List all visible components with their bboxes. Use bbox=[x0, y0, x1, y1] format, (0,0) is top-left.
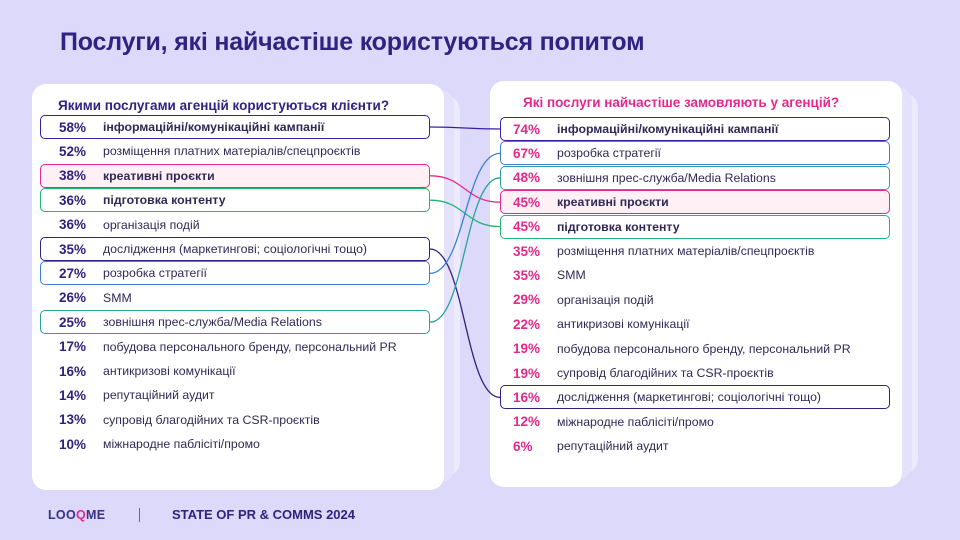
report-title: STATE OF PR & COMMS 2024 bbox=[172, 507, 355, 522]
clients-order-row-4: 45% креативні проєкти bbox=[500, 190, 890, 215]
service-label: дослідження (маркетингові; соціологічні … bbox=[103, 242, 368, 256]
service-label: дослідження (маркетингові; соціологічні … bbox=[557, 390, 822, 405]
clients-order-row-8: 29% організація подій bbox=[513, 288, 654, 312]
percent-value: 16% bbox=[513, 389, 541, 405]
clients-use-title: Якими послугами агенцій користуються клі… bbox=[58, 98, 390, 113]
clients-order-card: Які послуги найчастіше замовляють у аген… bbox=[490, 81, 902, 487]
clients-use-row-8: 26% SMM bbox=[59, 286, 132, 310]
service-label: міжнародне паблісіті/промо bbox=[103, 437, 260, 452]
clients-use-card: Якими послугами агенцій користуються клі… bbox=[32, 84, 444, 490]
clients-use-row-7: 27% розробка стратегії bbox=[40, 261, 430, 286]
looqme-logo: LOOQME bbox=[48, 508, 106, 522]
clients-use-row-5: 36% організація подій bbox=[59, 213, 200, 237]
service-label: розробка стратегії bbox=[103, 266, 207, 281]
percent-value: 12% bbox=[513, 414, 541, 430]
service-label: супровід благодійних та CSR-проєктів bbox=[103, 412, 320, 427]
clients-use-row-3: 38% креативні проєкти bbox=[40, 163, 430, 188]
percent-value: 22% bbox=[513, 316, 541, 332]
percent-value: 45% bbox=[513, 194, 541, 210]
clients-use-row-2: 52% розміщення платних матеріалів/спецпро… bbox=[59, 139, 360, 163]
percent-value: 74% bbox=[513, 121, 541, 137]
percent-value: 6% bbox=[513, 438, 533, 454]
clients-order-row-2: 67% розробка стратегії bbox=[500, 141, 890, 166]
service-label: міжнародне паблісіті/промо bbox=[557, 414, 714, 429]
percent-value: 36% bbox=[59, 217, 87, 233]
service-label: репутаційний аудит bbox=[557, 439, 669, 454]
clients-use-row-10: 17% побудова персонального бренду, персон… bbox=[59, 335, 397, 359]
percent-value: 35% bbox=[513, 267, 541, 283]
service-label: репутаційний аудит bbox=[103, 388, 215, 403]
service-label: побудова персонального бренду, персональ… bbox=[103, 339, 397, 354]
clients-use-row-4: 36% підготовка контенту bbox=[40, 188, 430, 213]
service-label: інформаційні/комунікаційні кампанії bbox=[557, 122, 779, 136]
service-label: антикризові комунікації bbox=[557, 317, 690, 332]
clients-use-row-9: 25% зовнішня прес-служба/Media Relations bbox=[40, 310, 430, 335]
clients-order-row-5: 45% підготовка контенту bbox=[500, 214, 890, 239]
service-label: антикризові комунікації bbox=[103, 364, 236, 378]
percent-value: 52% bbox=[59, 143, 87, 159]
service-label: підготовка контенту bbox=[103, 193, 226, 208]
footer-divider bbox=[139, 508, 140, 522]
percent-value: 35% bbox=[513, 243, 541, 259]
percent-value: 16% bbox=[59, 363, 87, 379]
clients-order-row-14: 6% репутаційний аудит bbox=[513, 434, 669, 458]
clients-use-row-11: 16% антикризові комунікації bbox=[59, 359, 236, 383]
clients-order-title: Які послуги найчастіше замовляють у аген… bbox=[523, 95, 840, 110]
clients-use-row-6: 35% дослідження (маркетингові; соціологіч… bbox=[40, 237, 430, 261]
percent-value: 58% bbox=[59, 119, 87, 135]
clients-order-row-12: 16% дослідження (маркетингові; соціологіч… bbox=[500, 385, 890, 410]
service-label: зовнішня прес-служба/Media Relations bbox=[557, 170, 776, 185]
service-label: SMM bbox=[103, 290, 132, 305]
service-label: SMM bbox=[557, 268, 586, 283]
percent-value: 26% bbox=[59, 290, 87, 306]
clients-order-row-3: 48% зовнішня прес-служба/Media Relations bbox=[500, 165, 890, 190]
percent-value: 19% bbox=[513, 341, 541, 357]
service-label: інформаційні/комунікаційні кампанії bbox=[103, 120, 325, 134]
page-title: Послуги, які найчастіше користуються поп… bbox=[60, 28, 645, 56]
service-label: організація подій bbox=[557, 292, 654, 307]
clients-order-row-6: 35% розміщення платних матеріалів/спецпро… bbox=[513, 239, 814, 263]
percent-value: 36% bbox=[59, 192, 87, 208]
percent-value: 67% bbox=[513, 145, 541, 161]
service-label: розробка стратегії bbox=[557, 146, 661, 161]
percent-value: 10% bbox=[59, 436, 87, 452]
percent-value: 19% bbox=[513, 365, 541, 381]
service-label: розміщення платних матеріалів/спецпроєкт… bbox=[103, 144, 361, 159]
service-label: креативні проєкти bbox=[557, 195, 669, 210]
service-label: розміщення платних матеріалів/спецпроєкт… bbox=[557, 244, 815, 258]
service-label: креативні проєкти bbox=[103, 168, 215, 183]
percent-value: 29% bbox=[513, 292, 541, 308]
clients-order-row-1: 74% інформаційні/комунікаційні кампанії bbox=[500, 117, 890, 141]
clients-order-row-13: 12% міжнародне паблісіті/промо bbox=[513, 410, 714, 434]
service-label: супровід благодійних та CSR-проєктів bbox=[557, 366, 774, 380]
clients-order-row-11: 19% супровід благодійних та CSR-проєктів bbox=[513, 361, 774, 385]
percent-value: 14% bbox=[59, 387, 87, 403]
clients-use-row-12: 14% репутаційний аудит bbox=[59, 383, 215, 407]
percent-value: 27% bbox=[59, 265, 87, 281]
clients-use-row-13: 13% супровід благодійних та CSR-проєктів bbox=[59, 408, 320, 432]
percent-value: 13% bbox=[59, 412, 87, 428]
service-label: підготовка контенту bbox=[557, 219, 680, 234]
percent-value: 25% bbox=[59, 314, 87, 330]
clients-use-row-1: 58% інформаційні/комунікаційні кампанії bbox=[40, 115, 430, 139]
clients-order-row-10: 19% побудова персонального бренду, персон… bbox=[513, 337, 851, 361]
service-label: зовнішня прес-служба/Media Relations bbox=[103, 315, 322, 330]
clients-order-row-7: 35% SMM bbox=[513, 263, 586, 287]
service-label: побудова персонального бренду, персональ… bbox=[557, 341, 851, 356]
percent-value: 35% bbox=[59, 241, 87, 257]
percent-value: 48% bbox=[513, 170, 541, 186]
service-label: організація подій bbox=[103, 217, 200, 232]
percent-value: 45% bbox=[513, 219, 541, 235]
clients-order-row-9: 22% антикризові комунікації bbox=[513, 312, 690, 336]
percent-value: 38% bbox=[59, 168, 87, 184]
clients-use-row-14: 10% міжнародне паблісіті/промо bbox=[59, 432, 260, 456]
percent-value: 17% bbox=[59, 339, 87, 355]
